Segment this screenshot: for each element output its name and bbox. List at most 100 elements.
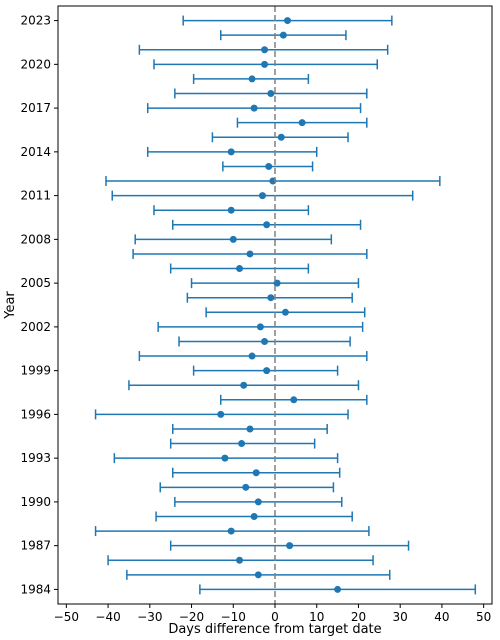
data-point [248, 352, 256, 360]
data-point [261, 46, 269, 54]
data-point [236, 265, 244, 273]
y-tick-label: 1999 [20, 364, 51, 378]
data-point [238, 440, 246, 448]
errorbar-2009 [172, 219, 362, 230]
errorbar-1999 [192, 365, 339, 376]
data-point [217, 410, 225, 418]
y-tick-label: 1984 [20, 582, 51, 596]
y-tick-label: 2020 [20, 57, 51, 71]
errorbar-2013 [222, 161, 314, 172]
errorbar-1998 [128, 380, 360, 391]
errorbar-1993 [113, 453, 339, 464]
data-point [267, 294, 275, 302]
errorbar-2010 [153, 205, 310, 216]
x-tick-label: −40 [95, 610, 120, 624]
errorbar-1991 [159, 482, 335, 493]
y-axis: 1984 1987 1990 1993 1996 1999 2002 2005 2008 2011… [20, 14, 58, 596]
data-point [256, 323, 264, 331]
x-tick-label: 0 [271, 610, 279, 624]
errorbar-1996 [94, 409, 349, 420]
errorbar-2000 [138, 351, 368, 362]
data-point [261, 337, 269, 345]
x-tick-label: 10 [309, 610, 324, 624]
data-point [236, 556, 244, 564]
x-tick-label: 20 [351, 610, 366, 624]
errorbar-2007 [132, 248, 368, 259]
errorbar-2004 [186, 292, 353, 303]
data-point [246, 425, 254, 433]
errorbar-1990 [174, 496, 343, 507]
x-tick-label: −10 [221, 610, 246, 624]
errorbar-2001 [178, 336, 351, 347]
y-axis-title: Year [3, 291, 18, 320]
errorbar-2002 [157, 321, 364, 332]
errorbar-1986 [107, 555, 374, 566]
y-tick-label: 2017 [20, 101, 51, 115]
errorbar-1992 [172, 467, 341, 478]
data-point [258, 192, 266, 200]
data-point [227, 206, 235, 214]
data-point [286, 542, 294, 550]
data-point [284, 17, 292, 25]
data-point [263, 221, 271, 229]
x-tick-label: −50 [54, 610, 79, 624]
errorbar-2023 [182, 15, 393, 26]
y-tick-label: 1993 [20, 451, 51, 465]
data-point [250, 512, 258, 520]
x-tick-label: 40 [434, 610, 449, 624]
data-point [254, 498, 262, 506]
y-tick-label: 1990 [20, 495, 51, 509]
y-tick-label: 2023 [20, 14, 51, 28]
data-point [246, 250, 254, 258]
data-point [248, 75, 256, 83]
data-marks [94, 15, 477, 595]
errorbar-1988 [94, 526, 370, 537]
data-point [261, 60, 269, 68]
data-point [277, 133, 285, 141]
x-axis-title: Days difference from target date [168, 622, 381, 637]
x-tick-label: −20 [179, 610, 204, 624]
errorbar-2011 [111, 190, 414, 201]
errorbar-2015 [211, 132, 349, 143]
errorbar-2014 [146, 146, 318, 157]
errorbar-1989 [155, 511, 353, 522]
errorbar-2021 [138, 44, 389, 55]
errorbar-2018 [174, 88, 368, 99]
data-point [279, 31, 287, 39]
data-point [254, 571, 262, 579]
data-point [221, 454, 229, 462]
data-point [267, 90, 275, 98]
y-tick-label: 2011 [20, 189, 51, 203]
data-point [252, 469, 260, 477]
y-tick-label: 2014 [20, 145, 51, 159]
x-axis: −50 −40 −30 −20 −10 0 10 20 30 40 50 [54, 604, 491, 624]
errorbar-2003 [205, 307, 366, 318]
errorbar-1997 [220, 394, 368, 405]
errorbar-2020 [153, 59, 378, 70]
errorbar-2008 [134, 234, 333, 245]
errorbar-1994 [169, 438, 316, 449]
errorbar-1985 [126, 569, 391, 580]
y-tick-label: 2008 [20, 232, 51, 246]
errorbar-1987 [169, 540, 410, 551]
x-tick-label: 50 [476, 610, 491, 624]
x-tick-label: 30 [393, 610, 408, 624]
y-tick-label: 1987 [20, 539, 51, 553]
errorbar-1995 [172, 423, 328, 434]
y-tick-label: 1996 [20, 407, 51, 421]
data-point [281, 308, 289, 316]
data-point [240, 381, 248, 389]
data-point [227, 148, 235, 156]
errorbar-1984 [199, 584, 477, 595]
data-point [298, 119, 306, 127]
data-point [334, 585, 342, 593]
data-point [229, 235, 237, 243]
y-tick-label: 2002 [20, 320, 51, 334]
y-tick-label: 2005 [20, 276, 51, 290]
x-tick-label: −30 [137, 610, 162, 624]
errorbar-2022 [220, 30, 347, 41]
errorbar-2017 [146, 103, 362, 114]
data-point [250, 104, 258, 112]
